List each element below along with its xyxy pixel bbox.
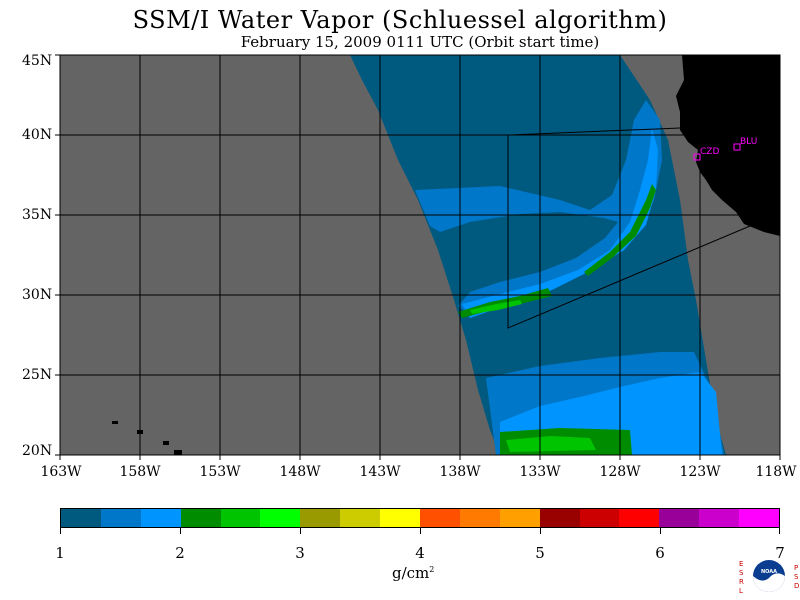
analysis-wedge-outline-lower	[507, 135, 751, 329]
colorbar-segment-11	[459, 509, 500, 527]
noaa-logo-text: NOAA	[761, 569, 777, 575]
lon-label-123w: 123W	[679, 464, 721, 480]
colorbar-segment-7	[300, 509, 341, 527]
logo-left-letter-s: S	[739, 569, 744, 577]
colorbar-tick	[660, 528, 661, 534]
logo-right-letter-s: S	[794, 573, 799, 581]
station-marker-blu	[733, 143, 741, 151]
colorbar-segment-1	[61, 509, 101, 527]
logo-left-letter-r: R	[739, 578, 744, 586]
colorbar-segment-6	[260, 509, 301, 527]
colorbar-segment-14	[579, 509, 620, 527]
station-label-czd: CZD	[700, 147, 720, 157]
axis-ticks	[55, 54, 781, 460]
logo-left-letter-e: E	[739, 560, 743, 568]
colorbar-segment-10	[420, 509, 460, 527]
island-hawaii	[174, 450, 182, 455]
swath-level-5-patch-south	[506, 436, 596, 452]
colorbar-segment-4	[180, 509, 221, 527]
colorbar-units: g/cm2	[392, 564, 434, 582]
lat-label-45n: 45N	[22, 53, 53, 69]
colorbar-label-7: 7	[775, 544, 785, 562]
colorbar-units-text: g/cm	[392, 564, 430, 582]
colorbar-segment-9	[380, 509, 421, 527]
land-north-america	[676, 55, 780, 236]
lon-label-133w: 133W	[519, 464, 561, 480]
colorbar-segment-17	[699, 509, 740, 527]
lon-label-163w: 163W	[40, 464, 82, 480]
colorbar-segment-5	[220, 509, 261, 527]
colorbar-segment-2	[100, 509, 141, 527]
colorbar-segment-16	[659, 509, 700, 527]
logo-right-letter-d: D	[794, 582, 799, 590]
lon-label-118w: 118W	[755, 464, 797, 480]
colorbar-label-5: 5	[535, 544, 545, 562]
logo-left-letter-l: L	[739, 587, 743, 595]
noaa-esrl-psd-logo: E S R L P S D NOAA	[739, 560, 799, 595]
lon-label-138w: 138W	[439, 464, 481, 480]
lon-label-153w: 153W	[199, 464, 241, 480]
colorbar-tick	[420, 528, 421, 534]
lon-label-128w: 128W	[599, 464, 641, 480]
colorbar-tick	[300, 528, 301, 534]
swath-level-3-band-north	[462, 128, 658, 318]
colorbar-segment-18	[739, 509, 780, 527]
colorbar	[60, 508, 780, 528]
noaa-logo-gull	[753, 573, 785, 592]
island-maui	[163, 441, 169, 445]
colorbar-label-1: 1	[55, 544, 65, 562]
lat-label-35n: 35N	[22, 207, 53, 223]
colorbar-tick	[540, 528, 541, 534]
colorbar-tick	[779, 528, 780, 534]
colorbar-label-2: 2	[175, 544, 185, 562]
logo-right-letter-p: P	[794, 564, 798, 572]
map-title: SSM/I Water Vapor (Schluessel algorithm)	[132, 6, 668, 34]
colorbar-label-6: 6	[655, 544, 665, 562]
lat-label-40n: 40N	[22, 127, 53, 143]
map-frame	[59, 54, 781, 456]
swath-level-4-filament-east	[584, 184, 656, 276]
station-marker-czd	[693, 153, 701, 161]
grid-lines	[60, 55, 780, 455]
colorbar-segment-13	[539, 509, 580, 527]
island-kauai	[112, 421, 118, 424]
colorbar-segment-8	[340, 509, 381, 527]
lon-label-143w: 143W	[359, 464, 401, 480]
lat-label-25n: 25N	[22, 367, 53, 383]
lat-label-20n: 20N	[22, 443, 53, 459]
colorbar-segment-12	[499, 509, 540, 527]
colorbar-segment-15	[619, 509, 660, 527]
colorbar-label-4: 4	[415, 544, 425, 562]
colorbar-tick	[60, 528, 61, 534]
colorbar-tick	[180, 528, 181, 534]
analysis-wedge-outline	[509, 127, 681, 136]
lon-label-148w: 148W	[279, 464, 321, 480]
colorbar-label-3: 3	[295, 544, 305, 562]
swath-level-5-filament	[470, 300, 522, 314]
lon-label-158w: 158W	[119, 464, 161, 480]
lat-label-30n: 30N	[22, 287, 53, 303]
colorbar-segment-3	[140, 509, 181, 527]
colorbar-units-exponent: 2	[429, 565, 435, 574]
map-subtitle: February 15, 2009 0111 UTC (Orbit start …	[240, 33, 600, 51]
station-label-blu: BLU	[740, 137, 758, 147]
